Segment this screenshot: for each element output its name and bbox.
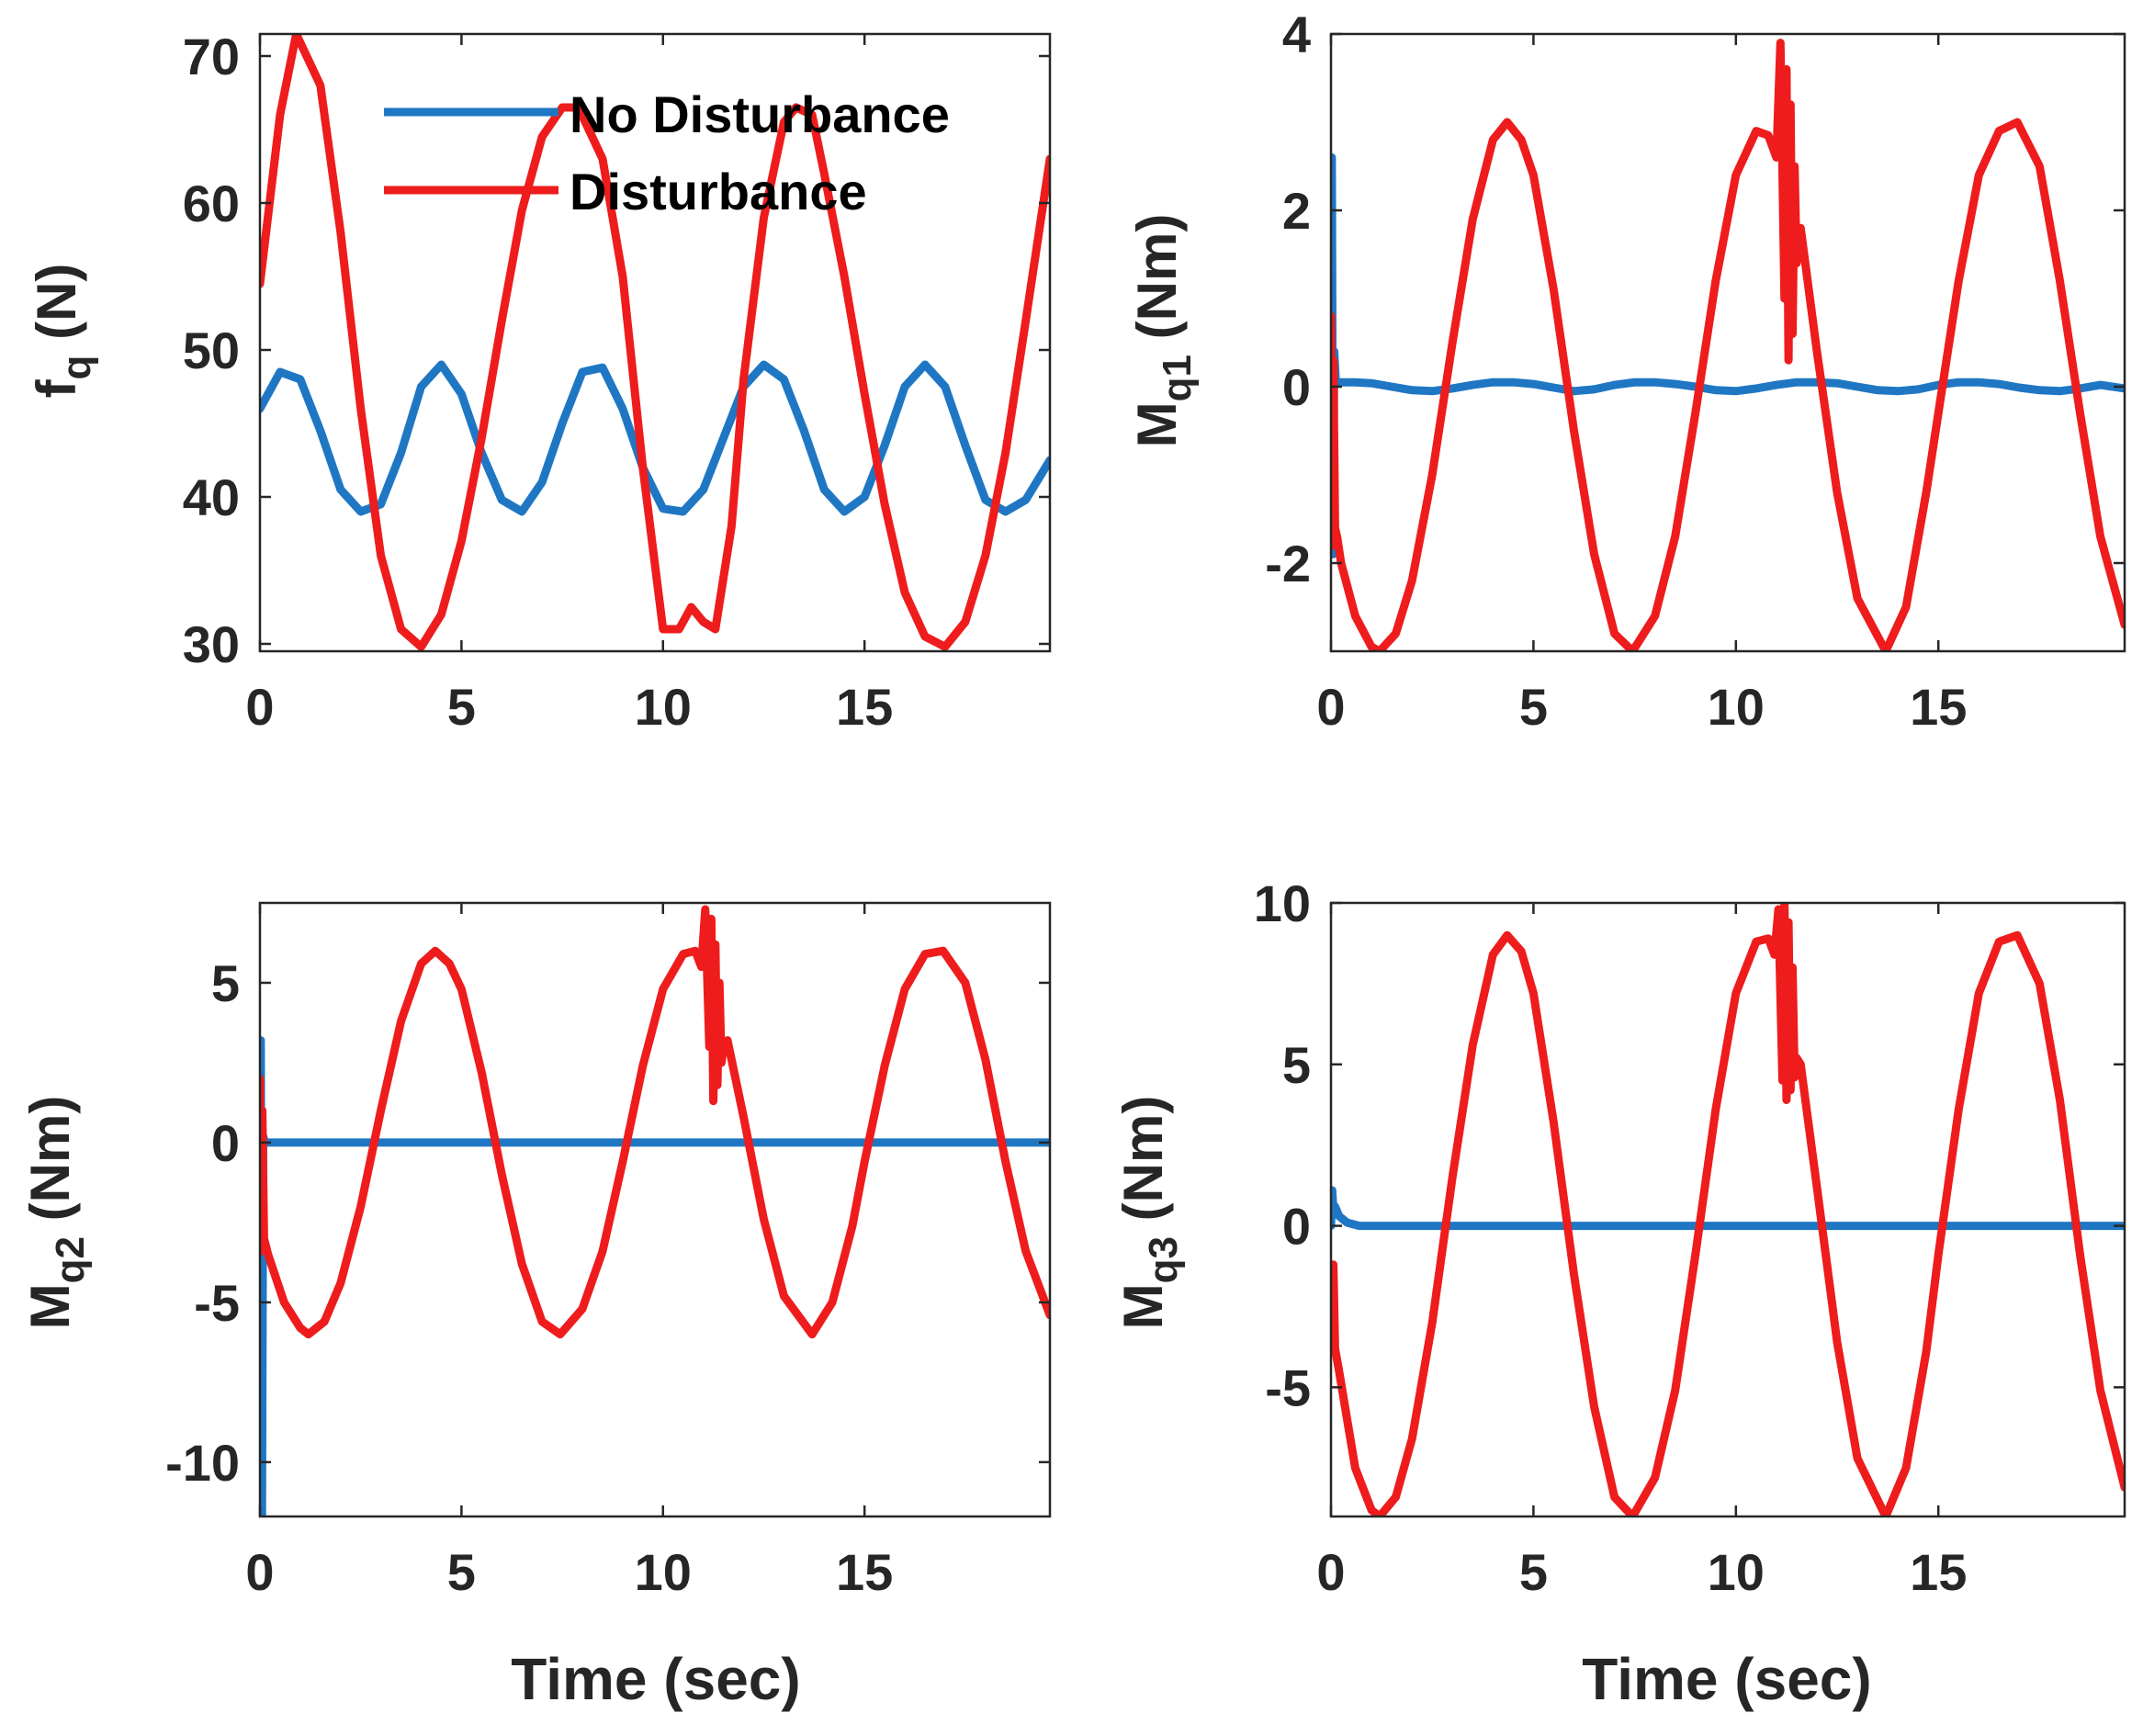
ylabel-mq3: Mq3 (Nm) [1112, 1096, 1186, 1330]
series-fq-no-disturbance [260, 360, 1050, 516]
axes-box-mq1 [1329, 32, 2126, 653]
legend-label-disturbance: Disturbance [570, 163, 867, 220]
ytick-label-mq3: -5 [1265, 1358, 1311, 1416]
xlabel-mq2: Time (sec) [511, 1646, 800, 1712]
xtick-label-fq: 5 [447, 678, 476, 736]
ylabel-mq3-unit: (Nm) [1112, 1096, 1174, 1236]
xtick-label-mq2: 15 [836, 1543, 893, 1601]
ylabel-mq2: Mq2 (Nm) [19, 1096, 93, 1330]
series-mq3-disturbance [1331, 903, 2125, 1516]
ylabel-mq1: Mq1 (Nm) [1126, 214, 1200, 448]
ytick-label-mq1: 4 [1282, 6, 1311, 63]
series-mq1-no-disturbance [1331, 152, 2125, 558]
panel-mq1: Mq1 (Nm) 0 5 10 15 -2 0 2 4 [1126, 6, 2126, 736]
axes-box-fq [258, 32, 1052, 653]
ytick-label-mq3: 0 [1282, 1198, 1311, 1256]
ylabel-mq1-unit: (Nm) [1126, 214, 1188, 355]
xlabel-mq3: Time (sec) [1582, 1646, 1871, 1712]
xtick-label-mq3: 10 [1708, 1543, 1765, 1601]
xtick-label-fq: 15 [836, 678, 893, 736]
series-fq-disturbance [260, 34, 1050, 651]
xtick-label-mq1: 10 [1708, 678, 1765, 736]
axes-box-mq2 [258, 901, 1052, 1518]
xtick-label-mq2: 0 [245, 1543, 274, 1601]
ylabel-mq1-sub: q1 [1155, 355, 1200, 401]
ytick-label-mq1: -2 [1265, 535, 1311, 592]
ytick-label-fq: 70 [183, 28, 240, 85]
xtick-label-mq1: 0 [1316, 678, 1345, 736]
ylabel-mq1-main: M [1126, 401, 1188, 447]
panel-mq3: Mq3 (Nm) Time (sec) 0 5 10 15 -5 0 5 10 [1112, 874, 2126, 1712]
ylabel-mq2-sub: q2 [48, 1236, 93, 1283]
xtick-label-mq3: 15 [1910, 1543, 1967, 1601]
panel-fq: fq (N) 0 5 10 15 30 40 50 60 70 [26, 28, 1052, 736]
ylabel-fq-main: f [26, 378, 87, 398]
ytick-label-mq1: 0 [1282, 358, 1311, 416]
xtick-label-mq3: 0 [1316, 1543, 1345, 1601]
ylabel-mq3-main: M [1112, 1283, 1174, 1329]
legend: No Disturbance Disturbance [384, 85, 950, 220]
xtick-label-mq3: 5 [1519, 1543, 1548, 1601]
ytick-label-mq2: -10 [165, 1434, 240, 1492]
series-mq2-disturbance [260, 905, 1050, 1339]
ylabel-mq2-unit: (Nm) [19, 1096, 81, 1236]
xtick-label-mq1: 15 [1910, 678, 1967, 736]
xtick-label-fq: 10 [635, 678, 692, 736]
ytick-label-mq3: 5 [1282, 1036, 1311, 1094]
ytick-label-mq1: 2 [1282, 182, 1311, 240]
ylabel-fq: fq (N) [26, 264, 99, 399]
ytick-label-fq: 60 [183, 175, 240, 232]
axes-box-mq3 [1329, 901, 2126, 1518]
ylabel-fq-unit: (N) [26, 264, 87, 355]
panel-mq2: Mq2 (Nm) Time (sec) 0 5 10 15 -10 -5 0 5 [19, 901, 1052, 1712]
ytick-label-mq2: 0 [211, 1114, 240, 1172]
series-mq1-disturbance [1331, 39, 2125, 651]
xtick-label-mq2: 5 [447, 1543, 476, 1601]
ytick-label-mq2: 5 [211, 954, 240, 1012]
xtick-label-mq1: 5 [1519, 678, 1548, 736]
ytick-label-fq: 40 [183, 468, 240, 526]
ytick-label-fq: 50 [183, 321, 240, 379]
ytick-label-mq2: -5 [194, 1274, 240, 1332]
legend-label-no-disturbance: No Disturbance [570, 85, 950, 143]
xtick-label-mq2: 10 [635, 1543, 692, 1601]
ytick-label-fq: 30 [183, 615, 240, 673]
xtick-label-fq: 0 [245, 678, 274, 736]
series-mq3-no-disturbance [1331, 1186, 2125, 1231]
ylabel-fq-sub: q [54, 355, 99, 380]
ylabel-mq2-main: M [19, 1283, 81, 1329]
ylabel-mq3-sub: q3 [1141, 1236, 1186, 1283]
ytick-label-mq3: 10 [1254, 874, 1311, 932]
